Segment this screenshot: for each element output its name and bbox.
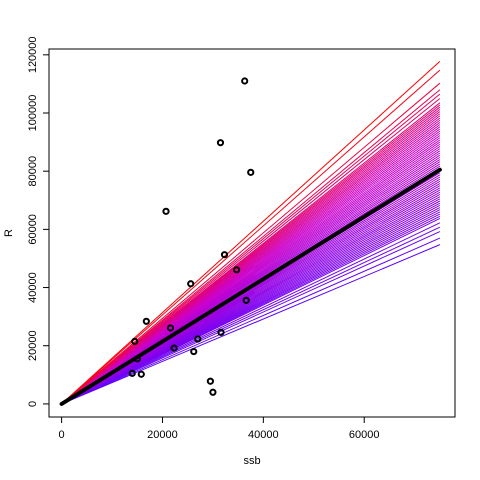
data-point: [162, 207, 170, 215]
data-point: [137, 370, 145, 378]
bootstrap-line: [61, 98, 441, 405]
bootstrap-line: [61, 60, 441, 405]
y-tick-label: 60000: [27, 214, 39, 245]
y-axis: 0 20000 40000 60000 80000 100000 120000: [27, 36, 50, 407]
data-point: [209, 388, 217, 396]
data-point: [233, 266, 241, 274]
data-point: [142, 317, 150, 325]
data-point: [216, 139, 225, 147]
bootstrap-line: [61, 222, 441, 405]
bootstrap-line: [61, 102, 441, 405]
data-point: [242, 296, 250, 304]
y-axis-label: R: [3, 229, 15, 237]
y-tick-label: 100000: [27, 95, 39, 132]
data-points: [128, 77, 255, 396]
bootstrap-line: [61, 82, 441, 405]
y-tick-label: 40000: [27, 272, 39, 303]
y-tick-label: 20000: [27, 330, 39, 361]
y-tick-label: 80000: [27, 156, 39, 187]
data-point: [170, 344, 178, 352]
data-point: [194, 335, 202, 343]
bootstrap-line: [61, 93, 441, 405]
fit-line-group: [59, 167, 442, 406]
bootstrap-line: [61, 237, 441, 405]
x-axis: 0 20000 40000 60000: [59, 416, 380, 441]
data-point: [187, 280, 195, 288]
x-tick-label: 20000: [147, 429, 178, 441]
bootstrap-line: [61, 231, 441, 405]
data-point: [133, 355, 141, 363]
y-tick-label: 120000: [27, 36, 39, 73]
fit-line: [59, 167, 442, 406]
data-point: [131, 337, 139, 345]
bootstrap-line: [61, 244, 441, 405]
data-point: [128, 369, 136, 377]
bootstrap-line: [61, 226, 441, 405]
x-tick-label: 0: [59, 429, 65, 441]
bootstrap-line: [61, 69, 441, 405]
bootstrap-lines: [61, 60, 441, 405]
y-tick-label: 0: [27, 401, 39, 407]
data-point: [241, 77, 249, 85]
data-point: [190, 347, 198, 356]
data-point: [247, 168, 255, 176]
bootstrap-line: [61, 89, 441, 405]
data-point: [220, 251, 229, 259]
x-tick-label: 60000: [349, 429, 380, 441]
data-point: [217, 328, 225, 336]
data-point: [166, 324, 175, 332]
x-tick-label: 40000: [248, 429, 279, 441]
data-point: [206, 377, 214, 385]
x-axis-label: ssb: [243, 455, 260, 467]
